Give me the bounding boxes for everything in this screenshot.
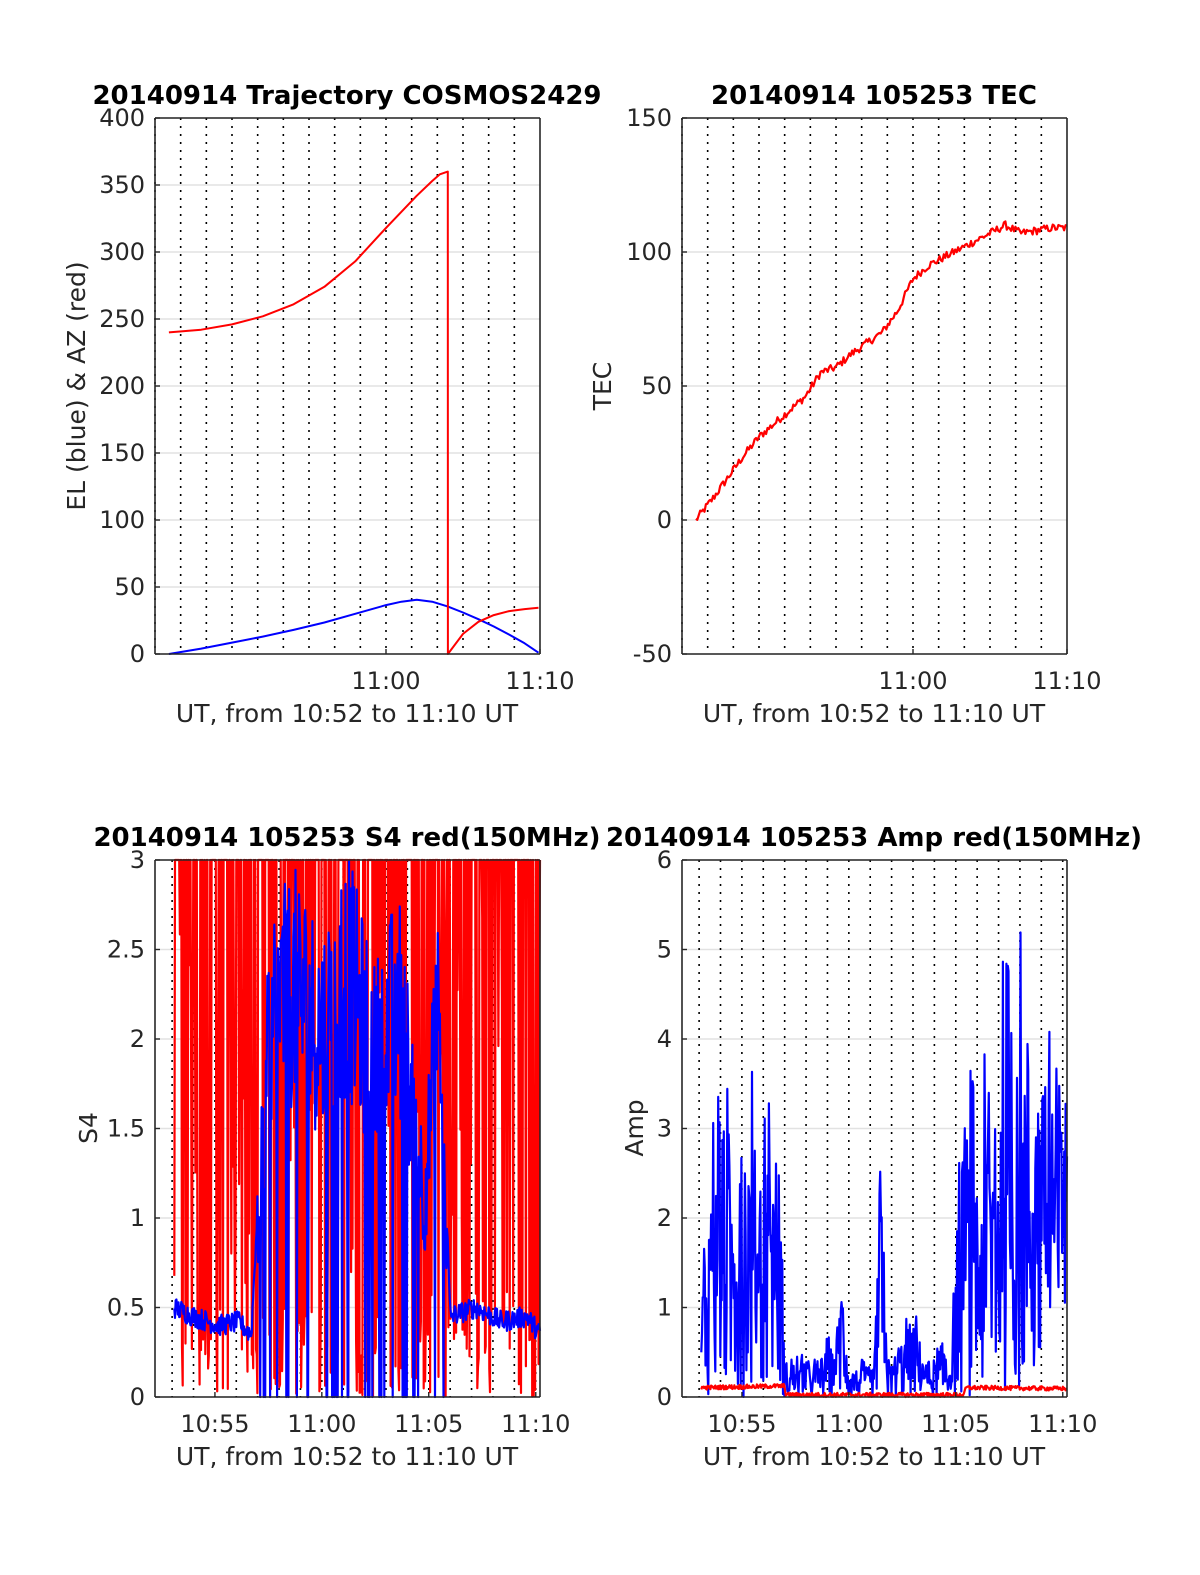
y-tick-label: 5 <box>657 936 672 964</box>
x-tick-label: 10:55 <box>180 1410 249 1438</box>
y-tick-label: 6 <box>657 846 672 874</box>
y-tick-label: 0 <box>130 1383 145 1411</box>
x-axis-label-s4: UT, from 10:52 to 11:10 UT <box>176 1442 519 1471</box>
panel-tec: -50 0 50 100 150 11:00 11:10 <box>626 104 1101 695</box>
y-tick-label: 400 <box>99 104 145 132</box>
x-tick-label: 11:00 <box>287 1410 356 1438</box>
x-tick-label: 11:10 <box>501 1410 570 1438</box>
y-tick-label: 250 <box>99 305 145 333</box>
y-tick-label: 0 <box>130 640 145 668</box>
y-tick-label: 200 <box>99 372 145 400</box>
y-tick-label: 50 <box>641 372 672 400</box>
y-tick-label: 2.5 <box>107 936 145 964</box>
y-axis-label-tec: TEC <box>588 362 617 412</box>
panel-trajectory: 0 50 100 150 200 250 300 350 400 11:00 11:10 <box>99 104 574 695</box>
panel-amp: 0 1 2 3 4 5 6 10:55 11:00 11:05 11:10 <box>657 846 1098 1438</box>
y-tick-label: 3 <box>130 846 145 874</box>
x-tick-label: 10:55 <box>707 1410 776 1438</box>
series-line <box>695 220 1068 521</box>
x-tick-label: 11:05 <box>921 1410 990 1438</box>
chart-title-trajectory: 20140914 Trajectory COSMOS2429 <box>92 81 601 111</box>
y-tick-label: 150 <box>99 439 145 467</box>
chart-title-s4: 20140914 105253 S4 red(150MHz) <box>93 823 600 853</box>
x-tick-label: 11:10 <box>505 667 574 695</box>
x-tick-label: 11:00 <box>814 1410 883 1438</box>
y-tick-label: 1 <box>130 1204 145 1232</box>
y-tick-label: 350 <box>99 171 145 199</box>
y-tick-label: 2 <box>130 1025 145 1053</box>
series-line <box>700 1382 1068 1399</box>
series-line <box>168 170 539 655</box>
y-tick-label: 1.5 <box>107 1115 145 1143</box>
x-tick-label: 11:10 <box>1028 1410 1097 1438</box>
series-line <box>173 858 542 1398</box>
y-axis-label-trajectory: EL (blue) & AZ (red) <box>62 261 91 510</box>
y-tick-label: 100 <box>99 506 145 534</box>
x-tick-label: 11:05 <box>394 1410 463 1438</box>
y-tick-label: 0.5 <box>107 1294 145 1322</box>
panel-s4: 0 0.5 1 1.5 2 2.5 3 10:55 11:00 11:05 11:10 <box>107 846 571 1438</box>
y-tick-label: 100 <box>626 238 672 266</box>
series-line <box>168 598 540 655</box>
y-tick-label: -50 <box>633 640 672 668</box>
y-tick-label: 1 <box>657 1294 672 1322</box>
y-tick-label: 150 <box>626 104 672 132</box>
chart-title-tec: 20140914 105253 TEC <box>711 81 1037 111</box>
y-axis-label-s4: S4 <box>74 1112 103 1144</box>
series-line <box>173 859 542 1399</box>
y-tick-label: 300 <box>99 238 145 266</box>
y-tick-label: 0 <box>657 506 672 534</box>
y-axis-label-amp: Amp <box>620 1099 649 1156</box>
series-line <box>700 931 1069 1398</box>
x-axis-label-tec: UT, from 10:52 to 11:10 UT <box>703 699 1046 728</box>
chart-title-amp: 20140914 105253 Amp red(150MHz) <box>606 823 1142 853</box>
x-tick-label: 11:10 <box>1032 667 1101 695</box>
y-tick-label: 4 <box>657 1025 672 1053</box>
y-tick-label: 50 <box>114 573 145 601</box>
y-tick-label: 3 <box>657 1115 672 1143</box>
y-tick-label: 2 <box>657 1204 672 1232</box>
x-axis-label-amp: UT, from 10:52 to 11:10 UT <box>703 1442 1046 1471</box>
x-tick-label: 11:00 <box>351 667 420 695</box>
y-tick-label: 0 <box>657 1383 672 1411</box>
x-axis-label-trajectory: UT, from 10:52 to 11:10 UT <box>176 699 519 728</box>
x-tick-label: 11:00 <box>878 667 947 695</box>
